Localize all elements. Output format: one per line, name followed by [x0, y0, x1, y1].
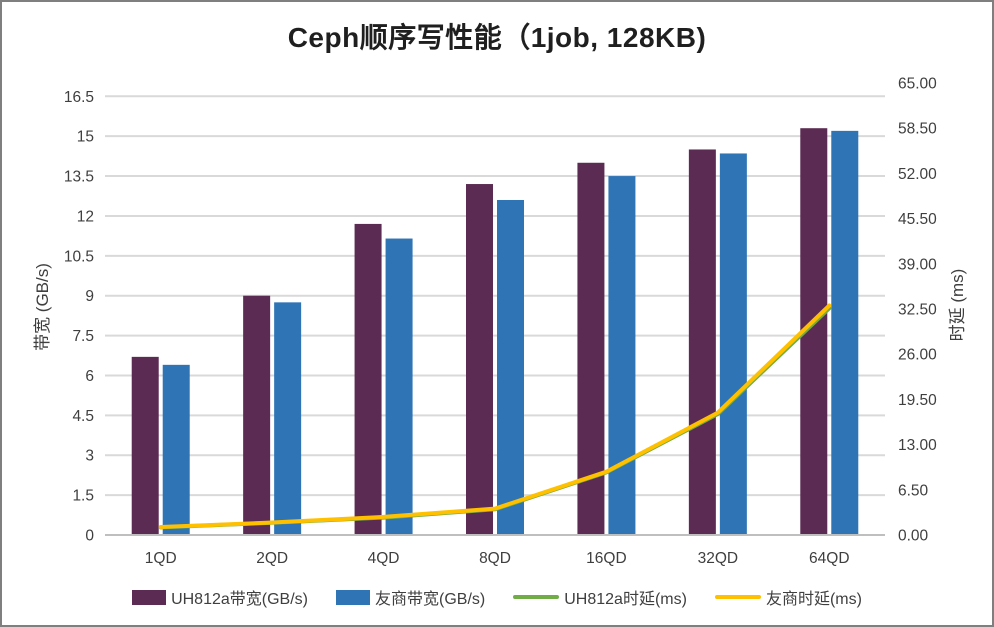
left-axis-tick-label: 3: [85, 448, 94, 465]
right-axis-tick-label: 45.50: [898, 211, 937, 228]
left-axis-tick-label: 1.5: [72, 488, 94, 505]
right-axis-tick-label: 39.00: [898, 256, 937, 273]
bar: [608, 176, 636, 535]
legend-line-swatch: [714, 595, 761, 599]
right-axis-tick-label: 26.00: [898, 347, 937, 364]
bar: [354, 223, 382, 535]
bar: [131, 356, 159, 535]
left-axis-tick-label: 12: [77, 208, 94, 225]
bar: [274, 302, 302, 535]
right-axis-tick-label: 65.00: [898, 76, 937, 93]
x-axis-category-label: 4QD: [368, 550, 400, 567]
legend-item: 友商时延(ms): [714, 585, 862, 609]
combo-chart-canvas: 0 1.5 3 4.5 6 7.5 9 10.5 12 13.5 15 16.5 0.00 6.50 13.…: [64, 76, 937, 568]
left-axis-tick-label: 16.5: [64, 89, 94, 106]
right-axis-tick-label: 58.50: [898, 121, 937, 138]
chart-title: Ceph顺序写性能（1job, 128KB): [287, 22, 707, 53]
left-axis-tick-label: 0: [85, 528, 94, 545]
legend-label: UH812a带宽(GB/s): [171, 591, 308, 608]
legend: UH812a带宽(GB/s) 友商带宽(GB/s) UH812a时延(ms) 友商时延…: [2, 585, 992, 609]
x-axis-category-label: 2QD: [256, 550, 288, 567]
left-axis-tick-label: 13.5: [64, 169, 94, 186]
bar: [497, 199, 524, 536]
legend-bar-swatch: [336, 589, 370, 605]
legend-line-swatch: [513, 595, 560, 599]
x-axis-category-label: 16QD: [586, 550, 627, 567]
bar: [243, 295, 271, 535]
right-axis-tick-label: 32.50: [898, 302, 937, 319]
right-axis-tick-label: 13.00: [898, 437, 937, 454]
legend-item: 友商带宽(GB/s): [336, 585, 485, 609]
left-axis-tick-label: 9: [85, 288, 94, 305]
bar: [831, 130, 859, 535]
bar: [385, 238, 413, 535]
legend-item: UH812a带宽(GB/s): [132, 585, 308, 609]
left-axis-tick-label: 4.5: [72, 408, 94, 425]
left-axis-tick-label: 15: [77, 129, 94, 146]
bar: [719, 153, 747, 536]
left-axis-title: 带宽 (GB/s): [33, 263, 52, 351]
x-axis-category-label: 1QD: [145, 550, 177, 567]
x-axis-category-label: 32QD: [698, 550, 739, 567]
legend-label: 友商带宽(GB/s): [375, 591, 486, 608]
right-axis-title: 时延 (ms): [948, 268, 967, 342]
right-axis-tick-label: 52.00: [898, 166, 937, 183]
right-axis-tick-label: 6.50: [898, 482, 929, 499]
bar: [466, 184, 493, 536]
bar: [162, 364, 190, 535]
latency-line: [158, 303, 832, 529]
left-axis-tick-label: 6: [85, 368, 94, 385]
x-axis-category-label: 64QD: [809, 550, 850, 567]
legend-label: UH812a时延(ms): [564, 591, 687, 608]
bar: [688, 149, 716, 535]
x-axis-category-label: 8QD: [479, 550, 511, 567]
legend-label: 友商时延(ms): [765, 591, 862, 608]
left-axis-tick-label: 7.5: [72, 328, 94, 345]
right-axis-tick-label: 19.50: [898, 392, 937, 409]
legend-bar-swatch: [132, 589, 167, 605]
left-axis-tick-label: 10.5: [64, 248, 94, 265]
legend-item: UH812a时延(ms): [513, 585, 687, 609]
right-axis-tick-label: 0.00: [898, 528, 929, 545]
